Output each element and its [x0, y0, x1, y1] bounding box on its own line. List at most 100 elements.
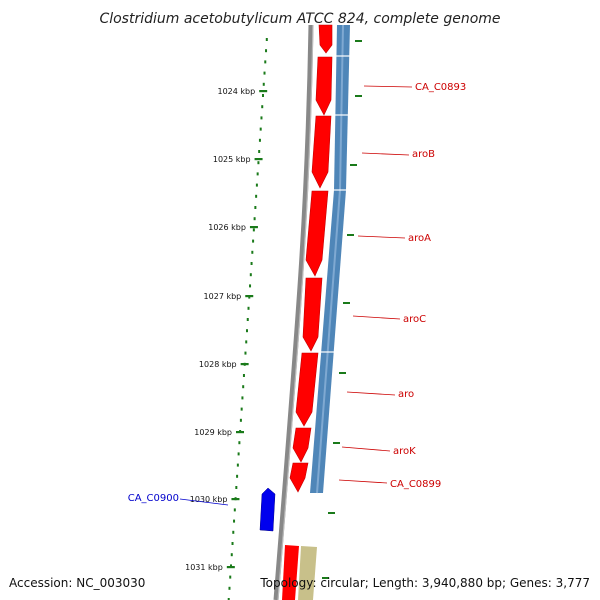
tick-label: 1028 kbp	[199, 360, 237, 369]
tick-dot	[236, 474, 239, 478]
tick-dot	[230, 553, 233, 557]
tick-label: 1031 kbp	[185, 563, 223, 572]
tick-dot	[250, 262, 253, 265]
tick-mark	[236, 431, 245, 434]
tick-label: 1030 kbp	[190, 495, 228, 504]
accession-text: Accession: NC_003030	[9, 576, 145, 590]
tick-dot	[242, 385, 245, 389]
cds-arrow	[318, 24, 333, 54]
tick-dot	[249, 273, 252, 277]
tick-dot	[245, 340, 248, 344]
gene-labels: CA_C0893 aroB aroA aroC aro aroK CA_C0899 CA_C0…	[128, 82, 466, 506]
tick-dot	[233, 508, 236, 512]
cds-arrow	[289, 462, 309, 493]
tick-mark-outer	[322, 577, 329, 579]
tick-label: 1025 kbp	[213, 155, 251, 164]
tick-dot	[227, 598, 230, 600]
tick-marks: 1024 kbp 1025 kbp 1026 kbp 1027 kbp 1028 kbp…	[185, 40, 362, 579]
tick-mark	[231, 498, 240, 501]
gene-leader-line	[341, 446, 391, 452]
tick-dot	[255, 194, 258, 198]
other-features	[259, 487, 317, 600]
tick-dot	[261, 94, 264, 97]
tick-dot	[246, 318, 249, 321]
tick-dot	[252, 239, 255, 243]
gene-label: CA_C0899	[390, 479, 441, 490]
tick-label: 1029 kbp	[194, 428, 232, 437]
gene-label: CA_C0900	[128, 493, 179, 504]
gene-leader-line	[338, 479, 388, 484]
tick-label: 1024 kbp	[217, 87, 255, 96]
shaded-track	[310, 24, 351, 494]
tick-dot	[237, 452, 240, 456]
cds-arrow	[302, 277, 323, 352]
tick-mark-outer	[355, 40, 362, 42]
cds-arrow	[295, 352, 319, 427]
tick-dot	[263, 71, 266, 75]
gene-leader-line	[363, 85, 413, 88]
tick-dot	[236, 463, 239, 467]
gene-leader-line	[179, 498, 229, 506]
tick-mark	[245, 295, 254, 298]
tick-dot	[247, 306, 250, 310]
gene-label: aroA	[408, 233, 431, 244]
gene-label: aroK	[393, 446, 416, 457]
tick-dot	[264, 60, 267, 64]
backbone	[273, 24, 314, 600]
tick-dot	[230, 564, 233, 568]
tick-dot	[260, 116, 263, 120]
tick-dot	[265, 38, 268, 41]
tick-dot	[241, 396, 244, 400]
map-title: Clostridium acetobutylicum ATCC 824, com…	[99, 11, 500, 27]
tick-mark	[254, 158, 263, 161]
gene-label: CA_C0893	[415, 82, 466, 93]
gene-label: aro	[398, 389, 414, 400]
tick-dot	[251, 250, 254, 254]
tick-dot	[252, 228, 255, 232]
tick-dot	[257, 161, 260, 165]
gene-leader-line	[352, 315, 401, 320]
tick-label: 1027 kbp	[204, 292, 242, 301]
gene-leader-line	[357, 235, 406, 239]
tick-mark-outer	[339, 372, 346, 374]
tick-dot	[259, 127, 262, 131]
tick-dot	[258, 138, 261, 142]
tick-dot	[240, 407, 243, 411]
blue-cds-arrow	[259, 487, 276, 532]
tick-mark-outer	[333, 442, 340, 444]
tick-dot	[242, 374, 245, 377]
cds-arrow	[292, 427, 312, 463]
tick-dot	[232, 530, 235, 534]
tick-mark-outer	[350, 164, 357, 166]
gene-leader-line	[346, 391, 396, 396]
tick-dot	[261, 105, 264, 109]
tick-dot	[235, 486, 238, 489]
tick-dot	[265, 49, 268, 53]
gene-label: aroB	[412, 149, 435, 160]
tick-dot	[255, 183, 258, 187]
tick-dot	[256, 172, 259, 176]
tick-dot	[239, 418, 242, 422]
tick-dot	[249, 284, 252, 288]
tick-dot	[253, 217, 256, 221]
summary-text: Topology: circular; Length: 3,940,880 bp…	[259, 576, 590, 590]
gene-leader-line	[361, 152, 410, 156]
tick-dot	[231, 542, 234, 545]
tick-mark-outer	[355, 95, 362, 97]
tick-label: 1026 kbp	[208, 223, 246, 232]
tick-dot	[229, 575, 232, 579]
red-cds-arrow-bottom	[282, 545, 299, 600]
tick-dot	[245, 329, 248, 333]
tick-dot	[238, 441, 241, 445]
cds-track	[289, 24, 333, 493]
tick-mark	[249, 226, 258, 229]
tick-dot	[262, 82, 265, 86]
cds-arrow	[311, 115, 332, 189]
tick-mark	[240, 363, 249, 366]
tick-mark	[259, 90, 268, 93]
tick-mark	[226, 566, 235, 569]
tick-dot	[254, 206, 257, 209]
gene-label: aroC	[403, 314, 426, 325]
tick-mark-outer	[347, 234, 354, 236]
